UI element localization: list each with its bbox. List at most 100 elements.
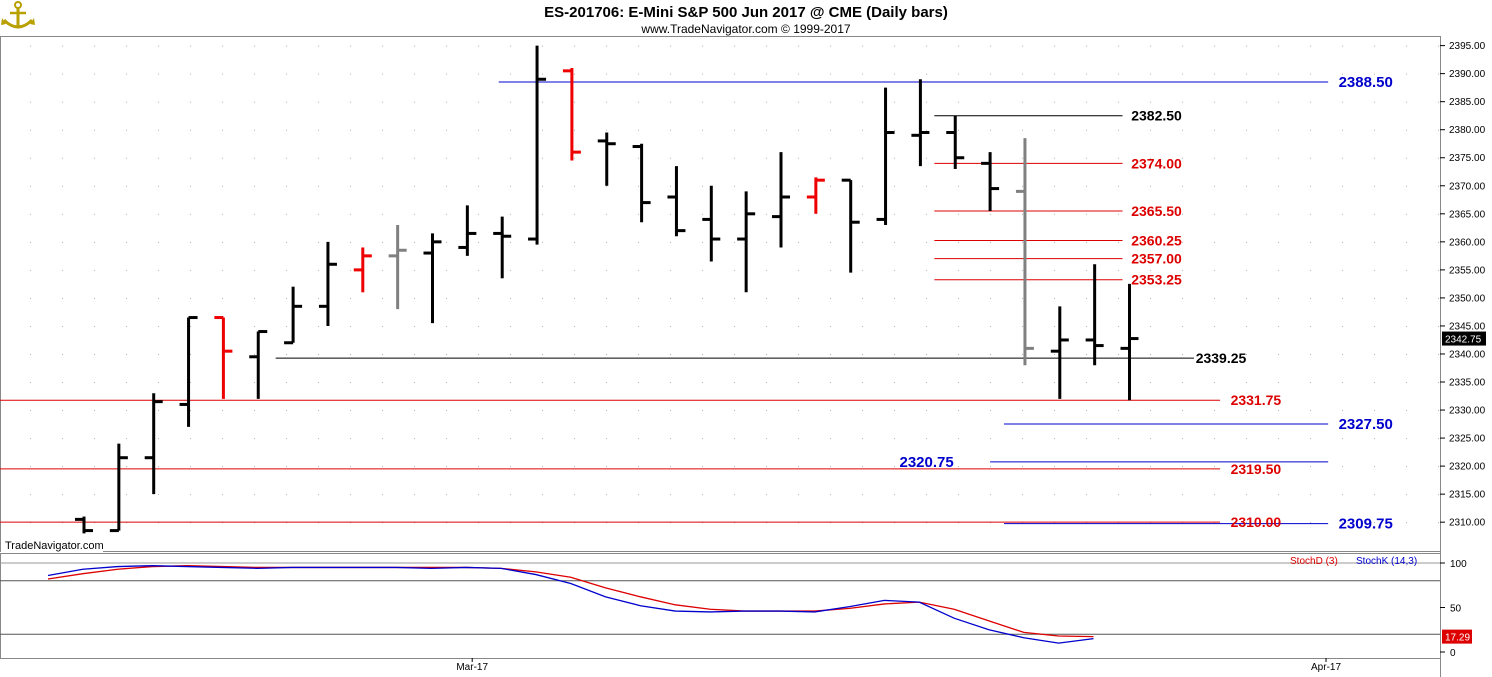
- grid-dot: [1150, 494, 1151, 496]
- grid-dot: [1310, 269, 1311, 271]
- grid-dot: [894, 157, 895, 159]
- grid-dot: [1406, 129, 1407, 131]
- grid-dot: [62, 129, 63, 131]
- grid-dot: [862, 438, 863, 440]
- grid-dot: [1086, 129, 1087, 131]
- last-price-marker: [1442, 331, 1486, 346]
- grid-dot: [1150, 438, 1151, 440]
- grid-dot: [382, 73, 383, 75]
- grid-dot: [766, 410, 767, 412]
- grid-dot: [830, 466, 831, 468]
- grid-dot: [1150, 353, 1151, 355]
- grid-dot: [1182, 129, 1183, 131]
- grid-dot: [862, 297, 863, 299]
- grid-dot: [318, 185, 319, 187]
- grid-dot: [542, 269, 543, 271]
- grid-dot: [830, 157, 831, 159]
- grid-dot: [1246, 297, 1247, 299]
- grid-dot: [638, 213, 639, 215]
- grid-dot: [222, 466, 223, 468]
- grid-dot: [286, 466, 287, 468]
- grid-dot: [958, 466, 959, 468]
- grid-dot: [1150, 185, 1151, 187]
- ohlc-bar: [458, 205, 477, 256]
- grid-dot: [382, 185, 383, 187]
- grid-dot: [94, 466, 95, 468]
- grid-dot: [254, 466, 255, 468]
- grid-dot: [1438, 382, 1439, 384]
- grid-dot: [478, 73, 479, 75]
- level-label-2374.00: 2374.00: [1131, 155, 1182, 171]
- grid-dot: [126, 269, 127, 271]
- grid-dot: [62, 494, 63, 496]
- grid-dot: [542, 410, 543, 412]
- grid-dot: [414, 382, 415, 384]
- grid-dot: [894, 269, 895, 271]
- date-tick-label: Apr-17: [1311, 662, 1341, 673]
- grid-dot: [158, 129, 159, 131]
- grid-dot: [286, 438, 287, 440]
- grid-dot: [830, 382, 831, 384]
- grid-dot: [1214, 297, 1215, 299]
- grid-dot: [94, 297, 95, 299]
- grid-dot: [1406, 157, 1407, 159]
- grid-dot: [158, 101, 159, 103]
- grid-dot: [990, 297, 991, 299]
- grid-dot: [126, 101, 127, 103]
- grid-dot: [670, 269, 671, 271]
- grid-dot: [702, 129, 703, 131]
- price-tick-label: 2380.00: [1449, 125, 1486, 136]
- grid-dot: [894, 325, 895, 327]
- grid-dot: [1182, 325, 1183, 327]
- grid-dot: [1342, 522, 1343, 524]
- grid-dot: [1342, 269, 1343, 271]
- grid-dot: [1374, 101, 1375, 103]
- grid-dot: [510, 45, 511, 47]
- grid-dot: [1086, 494, 1087, 496]
- grid-dot: [1150, 45, 1151, 47]
- grid-dot: [1438, 269, 1439, 271]
- grid-dot: [62, 157, 63, 159]
- grid-dot: [1118, 101, 1119, 103]
- annotation-lines: [0, 81, 1329, 525]
- grid-dot: [734, 45, 735, 47]
- grid-dot: [542, 466, 543, 468]
- grid-dot: [734, 382, 735, 384]
- grid-dot: [1342, 466, 1343, 468]
- grid-dot: [382, 353, 383, 355]
- grid-dot: [702, 73, 703, 75]
- grid-dot: [798, 241, 799, 243]
- grid-dot: [734, 157, 735, 159]
- grid-dot: [62, 438, 63, 440]
- grid-dot: [926, 269, 927, 271]
- grid-dot: [1022, 185, 1023, 187]
- grid-dot: [894, 73, 895, 75]
- ohlc-bar: [423, 233, 442, 324]
- level-label-2319.50: 2319.50: [1231, 461, 1282, 477]
- grid-dot: [542, 382, 543, 384]
- grid-dot: [766, 269, 767, 271]
- grid-dot: [446, 297, 447, 299]
- grid-dot: [1054, 410, 1055, 412]
- grid-dot: [1278, 297, 1279, 299]
- grid-dot: [286, 325, 287, 327]
- grid-dot: [510, 297, 511, 299]
- grid-dot: [254, 185, 255, 187]
- grid-dot: [1150, 73, 1151, 75]
- grid-dot: [766, 241, 767, 243]
- grid-dot: [1086, 382, 1087, 384]
- grid-dot: [350, 353, 351, 355]
- grid-dot: [1374, 438, 1375, 440]
- grid-dot: [862, 325, 863, 327]
- grid-dot: [254, 410, 255, 412]
- grid-dot: [734, 494, 735, 496]
- grid-dot: [350, 269, 351, 271]
- grid-dot: [1438, 73, 1439, 75]
- grid-dot: [638, 73, 639, 75]
- grid-dot: [286, 353, 287, 355]
- grid-dot: [1310, 353, 1311, 355]
- grid-dot: [510, 185, 511, 187]
- grid-dot: [542, 101, 543, 103]
